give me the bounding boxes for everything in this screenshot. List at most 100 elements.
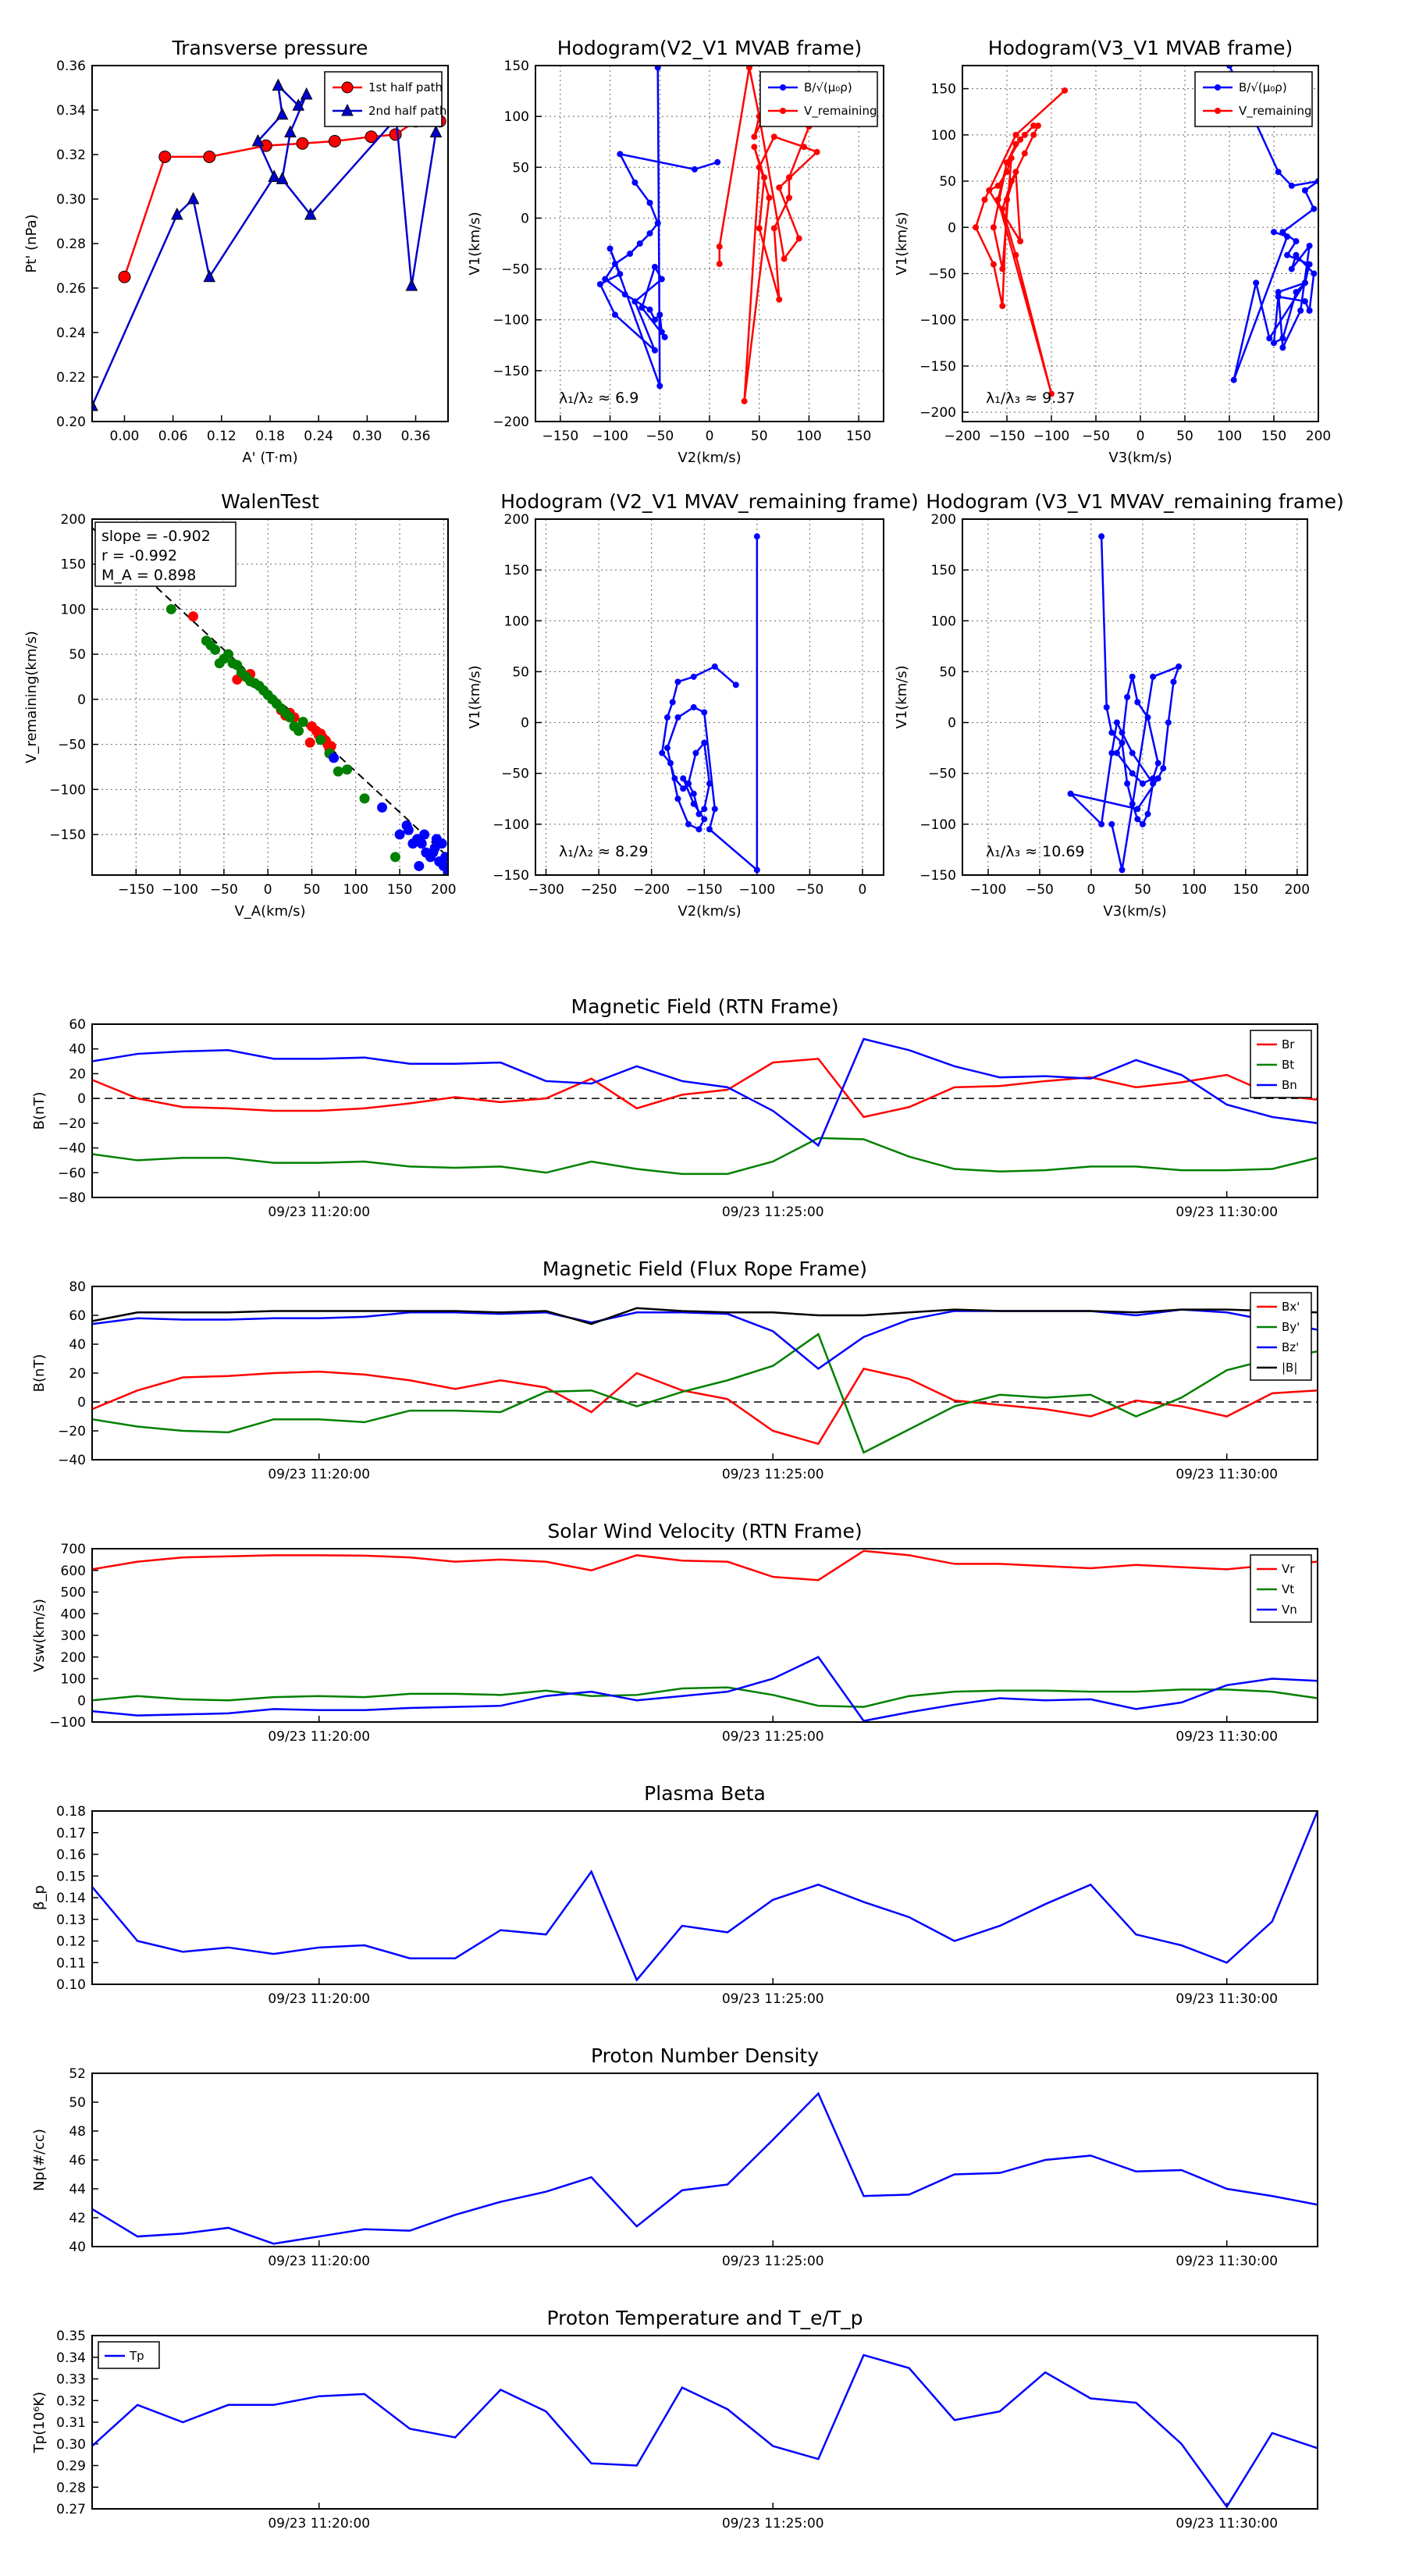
data-point (214, 658, 225, 669)
data-point (785, 174, 792, 181)
data-point (1119, 739, 1126, 746)
data-point (596, 281, 603, 288)
x-tick-label: 09/23 11:25:00 (722, 1991, 824, 2007)
data-point (663, 714, 670, 721)
y-tick-label: −150 (919, 359, 956, 375)
x-tick-label: 0 (1087, 882, 1096, 898)
data-point (1150, 780, 1157, 787)
y-axis-label: B(nT) (31, 1092, 48, 1130)
y-tick-label: 0 (77, 692, 86, 708)
legend-marker (780, 84, 786, 91)
data-point (611, 261, 618, 268)
data-point (1129, 749, 1136, 756)
data-point (1134, 699, 1141, 706)
y-tick-label: 0.32 (56, 148, 86, 163)
y-tick-label: 400 (61, 1606, 86, 1622)
legend: B/√(μ₀ρ) V_remaining (1194, 71, 1313, 127)
x-tick-label: 09/23 11:20:00 (268, 2254, 370, 2269)
data-point (973, 224, 980, 231)
data-point (990, 261, 997, 268)
y-tick-label: 0 (77, 1091, 86, 1107)
legend-marker (341, 103, 354, 116)
data-point (654, 219, 661, 226)
data-point (1275, 294, 1282, 301)
data-point (1253, 279, 1260, 286)
legend: B/√(μ₀ρ) V_remaining (759, 71, 878, 127)
legend-text: Vt (1282, 1582, 1294, 1596)
y-tick-label: −100 (493, 817, 529, 833)
data-point (92, 398, 98, 411)
data-point (1030, 122, 1037, 129)
series-line (91, 1037, 1318, 1147)
x-tick-label: 09/23 11:20:00 (268, 1467, 370, 1482)
x-tick-label: 100 (1182, 882, 1207, 898)
data-point (674, 714, 681, 721)
y-tick-label: 500 (61, 1585, 86, 1601)
y-axis-label: V1(km/s) (467, 665, 483, 728)
data-point (1301, 298, 1308, 305)
transverse_pressure-chart: 0.00 0.06 0.12 0.18 0.24 0.30 0.36 0.20 0.22 0.24… (23, 37, 449, 466)
data-point (187, 611, 198, 622)
legend: 1st half path 2nd half path (324, 71, 446, 127)
x-tick-label: −50 (1026, 882, 1054, 898)
y-tick-label: 300 (61, 1628, 86, 1644)
series-line (660, 536, 759, 873)
data-point (1034, 122, 1041, 129)
y-tick-label: 20 (69, 1066, 86, 1082)
series-line (91, 1656, 1318, 1722)
data-point (1306, 242, 1313, 249)
data-point (333, 766, 343, 777)
annotation-text: λ₁/λ₃ ≈ 9.37 (986, 390, 1075, 407)
data-point (999, 205, 1006, 212)
data-point (251, 133, 265, 147)
data-point (359, 793, 370, 804)
data-point (1139, 780, 1146, 787)
y-axis-label: V1(km/s) (467, 212, 483, 275)
y-tick-label: −20 (58, 1424, 86, 1439)
data-point (1288, 265, 1295, 272)
data-point (118, 270, 131, 283)
data-point (646, 199, 653, 206)
x-tick-label: −300 (528, 882, 564, 898)
series-line (92, 83, 437, 407)
data-point (646, 229, 653, 237)
legend: Bx' By' Bz' |B| (1250, 1292, 1312, 1381)
data-point (621, 291, 628, 298)
series-line (1067, 536, 1181, 870)
legend-text: V_remaining (1239, 104, 1312, 119)
mag_rtn-chart: −80 −60 −40 −20 0 20 40 60 09/23 11:20:00 09/23 1… (31, 995, 1318, 1220)
data-point (701, 816, 708, 823)
data-point (1297, 307, 1304, 314)
data-point (663, 745, 670, 752)
y-tick-label: 0.27 (56, 2502, 86, 2517)
y-tick-label: 50 (939, 664, 956, 680)
y-tick-label: 0.29 (56, 2459, 86, 2475)
data-point (1271, 229, 1277, 236)
data-point (293, 725, 304, 736)
data-point (1170, 678, 1177, 685)
x-tick-label: −200 (633, 882, 670, 898)
data-point (389, 852, 400, 863)
y-tick-label: −100 (49, 1715, 86, 1731)
axes-frame (91, 2073, 1318, 2247)
legend-box (1194, 71, 1313, 127)
data-point (745, 66, 752, 71)
x-tick-label: −150 (118, 882, 155, 898)
x-tick-label: 50 (1176, 429, 1193, 444)
y-axis-label: Np(#/cc) (31, 2129, 48, 2191)
legend: Tp (98, 2341, 160, 2369)
data-point (756, 164, 763, 171)
plasma_beta-chart: 0.10 0.11 0.12 0.13 0.14 0.15 0.16 0.17 0.18 09/2… (31, 1782, 1319, 2007)
y-tick-label: −50 (501, 767, 529, 782)
axes-frame (91, 1810, 1318, 1985)
data-point (342, 764, 353, 775)
data-point (443, 865, 448, 875)
data-point (638, 304, 646, 311)
data-point (1017, 136, 1024, 143)
chart-title: Proton Temperature and T_e/T_p (546, 2307, 863, 2329)
legend-marker (780, 108, 786, 114)
data-point (389, 128, 402, 141)
data-point (1311, 270, 1318, 277)
axes-frame (91, 1548, 1318, 1723)
y-tick-label: 600 (61, 1564, 86, 1579)
